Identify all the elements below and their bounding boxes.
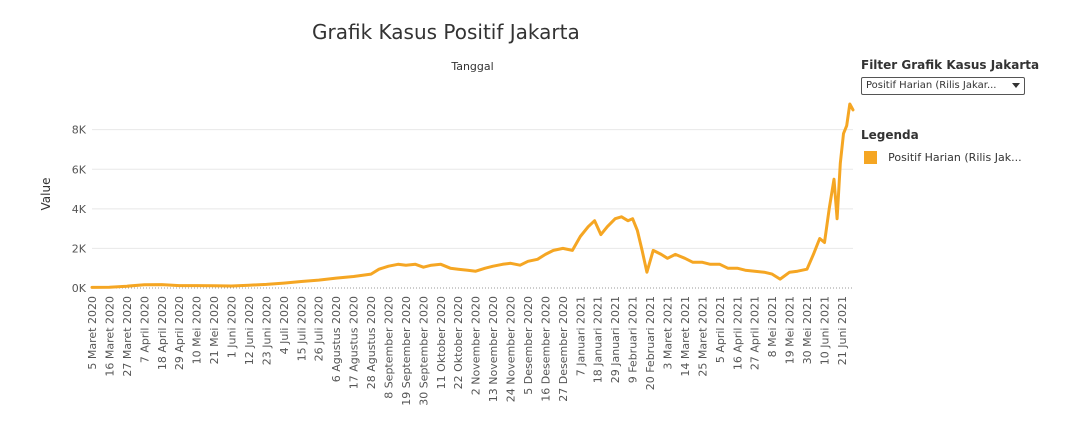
filter-selected-value: Positif Harian (Rilis Jakar...	[866, 80, 997, 91]
x-tick-label: 14 Maret 2021	[679, 296, 692, 377]
x-tick-label: 17 Agustus 2020	[348, 296, 361, 389]
x-tick-label: 12 Juni 2020	[243, 296, 256, 365]
y-axis-label: Value	[39, 178, 53, 211]
legend-swatch	[864, 151, 877, 164]
x-tick-label: 4 Juli 2020	[278, 296, 291, 354]
x-tick-label: 19 September 2020	[400, 296, 413, 406]
x-tick-label: 19 Mei 2021	[784, 296, 797, 364]
x-tick-label: 7 Januari 2021	[574, 296, 587, 376]
x-tick-label: 16 Maret 2020	[103, 296, 116, 377]
legend-title: Legenda	[861, 128, 919, 142]
filter-dropdown[interactable]: Positif Harian (Rilis Jakar...	[861, 77, 1025, 95]
x-tick-label: 3 Maret 2021	[662, 296, 675, 370]
x-tick-label: 23 Juni 2020	[260, 296, 273, 365]
x-tick-label: 28 Agustus 2020	[365, 296, 378, 389]
x-tick-label: 29 April 2020	[173, 296, 186, 370]
x-tick-label: 27 Desember 2020	[557, 296, 570, 402]
x-tick-label: 16 Desember 2020	[539, 296, 552, 402]
x-tick-label: 27 April 2021	[749, 296, 762, 370]
x-tick-label: 11 Oktober 2020	[435, 296, 448, 389]
x-tick-label: 21 Mei 2020	[208, 296, 221, 364]
x-tick-label: 9 Februari 2021	[627, 296, 640, 383]
x-tick-label: 6 Agustus 2020	[330, 296, 343, 382]
x-tick-label: 7 April 2020	[138, 296, 151, 363]
x-tick-label: 10 Mei 2020	[191, 296, 204, 364]
x-tick-label: 13 November 2020	[487, 296, 500, 402]
x-tick-label: 8 Mei 2021	[766, 296, 779, 357]
chart-title: Grafik Kasus Positif Jakarta	[312, 20, 580, 44]
y-tick-label: 2K	[72, 242, 87, 255]
x-tick-label: 5 Desember 2020	[522, 296, 535, 395]
x-tick-label: 16 April 2021	[731, 296, 744, 370]
x-tick-label: 1 Juni 2020	[226, 296, 239, 358]
y-tick-label: 0K	[72, 282, 87, 295]
x-tick-label: 25 Maret 2021	[696, 296, 709, 377]
x-tick-label: 29 Januari 2021	[609, 296, 622, 383]
x-tick-label: 22 Oktober 2020	[452, 296, 465, 389]
x-tick-label: 20 Februari 2021	[644, 296, 657, 390]
y-tick-label: 8K	[72, 124, 87, 137]
y-tick-label: 6K	[72, 163, 87, 176]
x-tick-label: 8 September 2020	[382, 296, 395, 399]
x-tick-label: 18 April 2020	[156, 296, 169, 370]
x-tick-label: 5 Maret 2020	[86, 296, 99, 370]
x-tick-label: 26 Juli 2020	[313, 296, 326, 361]
series-line	[90, 102, 855, 289]
x-axis-title: Tanggal	[450, 60, 493, 73]
filter-label: Filter Grafik Kasus Jakarta	[861, 58, 1040, 72]
x-tick-label: 18 Januari 2021	[592, 296, 605, 383]
x-tick-label: 24 November 2020	[505, 296, 518, 402]
x-tick-label: 10 Juni 2021	[818, 296, 831, 365]
chevron-down-icon	[1012, 83, 1020, 88]
x-tick-label: 2 November 2020	[470, 296, 483, 395]
legend-item[interactable]: Positif Harian (Rilis Jak...	[864, 147, 1022, 164]
x-tick-label: 15 Juli 2020	[295, 296, 308, 361]
x-tick-label: 30 Mei 2021	[801, 296, 814, 364]
x-tick-label: 5 April 2021	[714, 296, 727, 363]
y-tick-label: 4K	[72, 203, 87, 216]
x-tick-label: 27 Maret 2020	[121, 296, 134, 377]
x-tick-label: 21 Juni 2021	[836, 296, 849, 365]
legend-label: Positif Harian (Rilis Jak...	[888, 151, 1022, 164]
x-tick-label: 30 September 2020	[417, 296, 430, 406]
